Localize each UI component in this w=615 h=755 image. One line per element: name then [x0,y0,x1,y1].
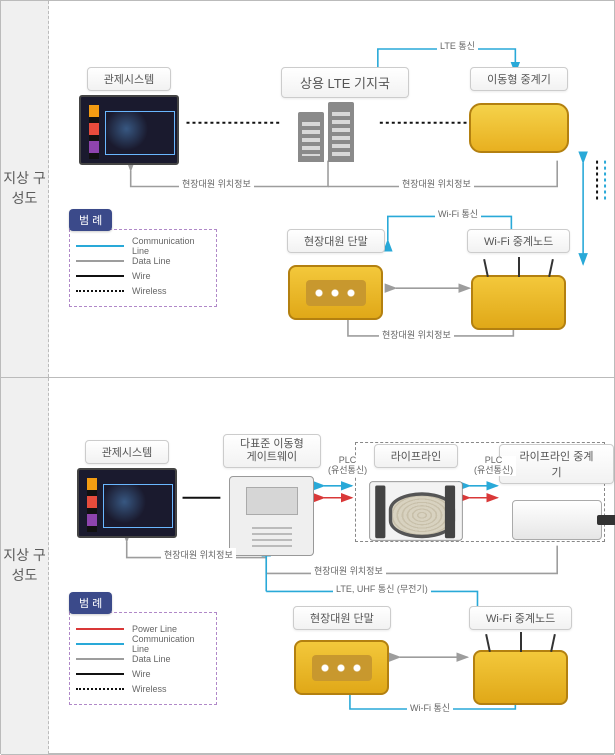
legend-line-icon [76,260,124,262]
wifi-relay-icon [473,650,568,705]
node-wifi-relay: Wi-Fi 중계노드 [467,229,570,330]
legend-title: 범 례 [69,592,112,614]
side-label: 지상 구성도 [1,1,49,377]
legend-line-icon [76,643,124,645]
node-title: 상용 LTE 기지국 [281,67,409,98]
edge-label: PLC (유선통신) [471,456,516,476]
lifeline-relay-icon [512,500,602,540]
node-title: 라이프라인 [374,444,459,468]
edge-label: LTE 통신 [437,39,478,52]
legend-body: Communication LineData Line Wire Wireless [69,229,217,307]
legend-label: Wireless [132,286,167,296]
building-icon [281,102,371,162]
node-title: 이동형 중계기 [470,67,568,91]
control-system-screen-icon [77,468,177,538]
node-mobile-relay: 이동형 중계기 [469,67,569,153]
legend: 범 례 Power LineCommunication LineData Lin… [69,592,217,705]
legend-row: Wire [76,268,210,283]
field-terminal-icon [294,640,389,695]
node-gateway: 다표준 이동형 게이트웨이 [223,434,321,556]
node-title: 다표준 이동형 게이트웨이 [223,434,321,468]
legend-title: 범 례 [69,209,112,231]
edge-label: 현장대원 위치정보 [379,328,454,341]
legend-label: Data Line [132,654,171,664]
legend-label: Data Line [132,256,171,266]
mobile-relay-icon [469,103,569,153]
edge-label: 현장대원 위치정보 [179,177,254,190]
legend-label: Wire [132,271,151,281]
node-title: 현장대원 단말 [287,229,385,253]
legend-row: Wireless [76,681,210,696]
node-field-terminal: 현장대원 단말 [293,606,391,695]
legend-line-icon [76,628,124,630]
node-lifeline: 라이프라인 [361,444,471,546]
node-title: Wi-Fi 중계노드 [467,229,570,253]
diagram-content: 관제시스템 다표준 이동형 게이트웨이 라이프라인 라이프라인 중계기 현장대원… [49,378,614,754]
node-title: Wi-Fi 중계노드 [469,606,572,630]
legend-label: Wireless [132,684,167,694]
legend-line-icon [76,275,124,277]
control-system-screen-icon [79,95,179,165]
wifi-relay-icon [471,275,566,330]
legend-line-icon [76,290,124,292]
legend-row: Communication Line [76,238,210,253]
legend-body: Power LineCommunication LineData Line Wir… [69,612,217,705]
node-lifeline-relay: 라이프라인 중계기 [499,444,614,540]
node-lte-base: 상용 LTE 기지국 [281,67,409,162]
edge-label: Wi-Fi 통신 [435,207,481,220]
legend-label: Communication Line [132,236,210,256]
legend-label: Communication Line [132,634,210,654]
edge-label: 현장대원 위치정보 [161,548,236,561]
legend-label: Power Line [132,624,177,634]
lifeline-icon [369,481,463,541]
page: 지상 구성도 관제시스템 [0,0,615,754]
edge-label: 현장대원 위치정보 [399,177,474,190]
node-control-system: 관제시스템 [79,67,179,165]
legend-row: Wire [76,666,210,681]
section-above-ground-2: 지상 구성도 [1,378,614,755]
field-terminal-icon [288,265,383,320]
side-label: 지상 구성도 [1,378,49,754]
node-title: 라이프라인 중계기 [499,444,614,484]
legend-line-icon [76,688,124,690]
edge-label: Wi-Fi 통신 [407,701,453,714]
legend-row: Communication Line [76,636,210,651]
node-title: 관제시스템 [85,440,170,464]
legend-line-icon [76,245,124,247]
edge-label: 현장대원 위치정보 [311,564,386,577]
node-title: 관제시스템 [87,67,172,91]
node-title: 현장대원 단말 [293,606,391,630]
edge-label: PLC (유선통신) [325,456,370,476]
legend: 범 례 Communication LineData Line Wire Wirel… [69,209,217,307]
legend-row: Wireless [76,283,210,298]
node-wifi-relay: Wi-Fi 중계노드 [469,606,572,705]
node-field-terminal: 현장대원 단말 [287,229,385,320]
diagram-content: 관제시스템 상용 LTE 기지국 이동형 중계기 현장대원 단말 Wi-Fi 중… [49,1,614,377]
legend-line-icon [76,673,124,675]
legend-line-icon [76,658,124,660]
node-control-system: 관제시스템 [77,440,177,538]
gateway-icon [229,476,314,556]
edge-label: LTE, UHF 통신 (무전기) [333,582,431,595]
legend-label: Wire [132,669,151,679]
section-above-ground-1: 지상 구성도 관제시스템 [1,1,614,378]
